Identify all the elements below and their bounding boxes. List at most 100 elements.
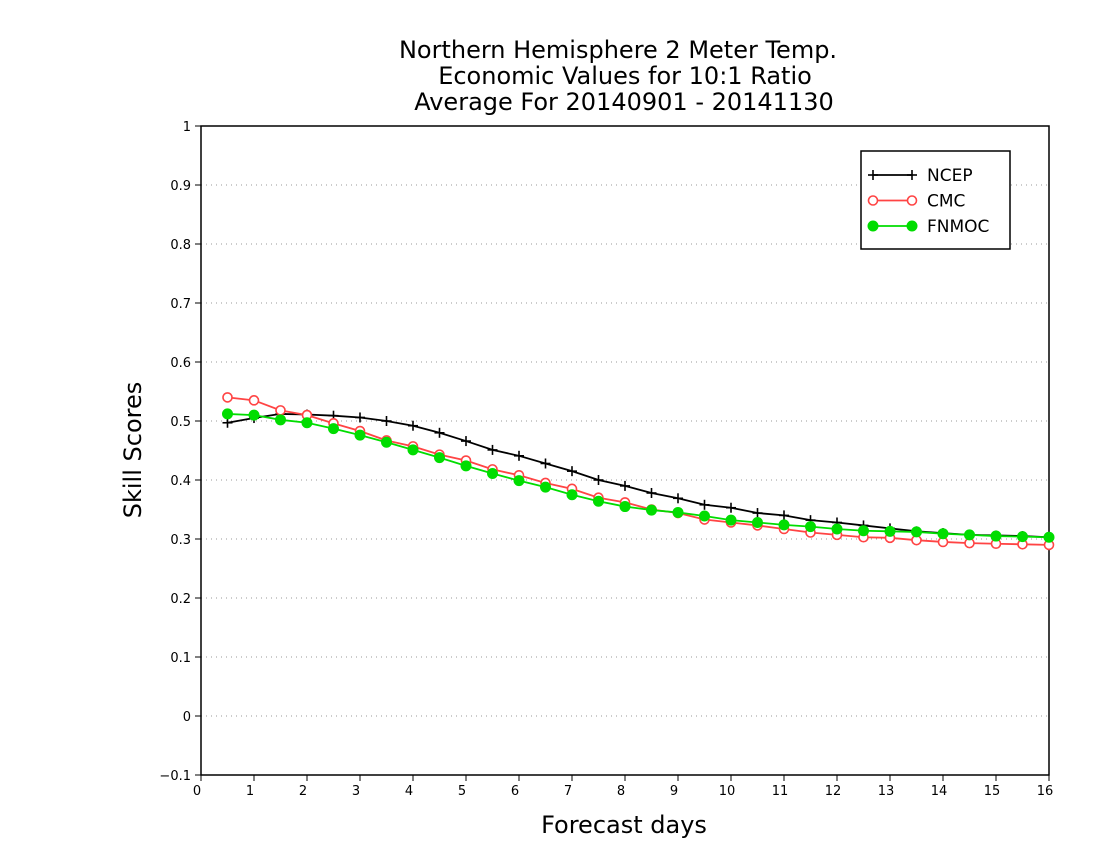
x-tick-label: 10 xyxy=(719,784,736,799)
chart-title: Northern Hemisphere 2 Meter Temp. Econom… xyxy=(399,36,837,116)
y-tick-label: 0.5 xyxy=(170,415,191,430)
legend-item-ncep: NCEP xyxy=(868,166,973,186)
y-tick-label: 0.1 xyxy=(170,651,191,666)
data-point-ncep xyxy=(540,458,551,469)
y-axis-label: Skill Scores xyxy=(119,382,147,519)
x-tick-label: 13 xyxy=(878,784,895,799)
x-tick-label: 12 xyxy=(825,784,842,799)
data-point-ncep xyxy=(567,466,577,477)
legend-box xyxy=(860,150,1011,250)
data-point-fnmoc xyxy=(434,452,445,464)
legend-item-cmc: CMC xyxy=(867,192,965,212)
x-axis-label: Forecast days xyxy=(541,811,707,839)
series-ncep xyxy=(222,408,1054,543)
data-point-fnmoc xyxy=(964,529,975,541)
x-tick-label: 9 xyxy=(670,784,678,799)
data-point-fnmoc xyxy=(858,525,869,537)
x-tick-label: 3 xyxy=(352,784,360,799)
data-point-fnmoc xyxy=(566,489,578,501)
data-point-ncep xyxy=(514,450,524,461)
x-tick-label: 8 xyxy=(617,784,625,799)
legend-marker-cmc xyxy=(906,195,918,206)
legend: NCEP CMC FNMOC xyxy=(860,150,1011,250)
data-point-ncep xyxy=(487,444,498,455)
data-point-cmc xyxy=(275,405,286,416)
y-tick-label: −0.1 xyxy=(159,769,191,784)
legend-label-fnmoc: FNMOC xyxy=(927,217,989,237)
chart-title-line-3: Average For 20140901 - 20141130 xyxy=(414,88,834,116)
data-point-fnmoc xyxy=(1017,531,1028,543)
x-tick-label: 15 xyxy=(984,784,1001,799)
legend-label-ncep: NCEP xyxy=(927,166,973,186)
data-point-fnmoc xyxy=(513,475,525,487)
data-point-fnmoc xyxy=(222,408,233,420)
y-tick-label: 0.8 xyxy=(170,238,191,253)
series-line-fnmoc xyxy=(227,413,1050,539)
y-tick-label: 0.9 xyxy=(170,179,191,194)
data-point-ncep xyxy=(381,416,392,426)
data-point-fnmoc xyxy=(301,417,313,429)
data-point-ncep xyxy=(408,420,418,431)
x-tick-label: 5 xyxy=(458,784,466,799)
data-point-ncep xyxy=(222,417,233,428)
chart-title-line-2: Economic Values for 10:1 Ratio xyxy=(438,62,812,90)
data-point-fnmoc xyxy=(354,429,366,441)
data-point-ncep xyxy=(673,493,683,504)
data-point-fnmoc xyxy=(831,523,843,535)
data-point-fnmoc xyxy=(328,423,339,435)
gridlines xyxy=(201,184,1049,717)
data-point-fnmoc xyxy=(911,526,922,538)
data-point-ncep xyxy=(593,475,604,485)
data-point-fnmoc xyxy=(381,436,392,448)
y-axis: −0.1 0 0.1 0.2 0.3 0.4 0.5 0.6 0.7 0.8 0.9 1 xyxy=(159,120,201,784)
data-point-fnmoc xyxy=(460,460,472,472)
y-tick-label: 1 xyxy=(183,120,191,135)
x-tick-label: 1 xyxy=(246,784,254,799)
x-tick-label: 2 xyxy=(299,784,307,799)
series-line-cmc xyxy=(227,396,1050,546)
data-point-ncep xyxy=(434,427,445,438)
data-point-fnmoc xyxy=(1043,531,1055,543)
legend-item-fnmoc: FNMOC xyxy=(867,217,989,237)
data-point-ncep xyxy=(726,502,736,513)
x-tick-label: 16 xyxy=(1037,784,1054,799)
data-point-fnmoc xyxy=(725,514,737,526)
legend-marker-fnmoc xyxy=(867,220,879,232)
legend-marker-ncep xyxy=(868,170,878,180)
y-tick-label: 0.4 xyxy=(170,474,191,489)
x-tick-label: 6 xyxy=(511,784,519,799)
data-point-cmc xyxy=(248,395,260,406)
data-point-fnmoc xyxy=(487,468,498,480)
x-axis: 0 1 2 3 4 5 6 7 8 9 10 11 12 13 14 15 16 xyxy=(193,775,1053,799)
data-point-ncep xyxy=(355,412,365,423)
data-point-fnmoc xyxy=(275,414,286,426)
data-point-fnmoc xyxy=(937,528,949,540)
data-point-fnmoc xyxy=(540,481,551,493)
data-point-fnmoc xyxy=(248,409,260,421)
data-point-fnmoc xyxy=(672,506,684,518)
data-point-fnmoc xyxy=(752,516,763,528)
data-point-fnmoc xyxy=(884,525,896,537)
data-point-fnmoc xyxy=(646,504,657,516)
data-point-ncep xyxy=(752,508,763,519)
y-tick-label: 0.2 xyxy=(170,592,191,607)
x-tick-label: 11 xyxy=(772,784,789,799)
data-point-ncep xyxy=(779,510,789,521)
data-point-fnmoc xyxy=(619,501,631,513)
data-point-ncep xyxy=(646,487,657,498)
data-point-ncep xyxy=(461,436,471,447)
y-tick-label: 0.3 xyxy=(170,533,191,548)
y-tick-label: 0.6 xyxy=(170,356,191,371)
legend-marker-ncep xyxy=(907,170,917,180)
x-tick-label: 14 xyxy=(931,784,948,799)
data-point-ncep xyxy=(699,499,710,510)
legend-label-cmc: CMC xyxy=(927,192,965,212)
legend-marker-cmc xyxy=(867,195,879,206)
data-point-fnmoc xyxy=(805,521,816,533)
data-point-fnmoc xyxy=(699,510,710,522)
series-layer xyxy=(222,392,1055,551)
data-point-fnmoc xyxy=(990,530,1002,542)
series-fnmoc xyxy=(222,408,1055,543)
data-point-fnmoc xyxy=(778,519,790,531)
